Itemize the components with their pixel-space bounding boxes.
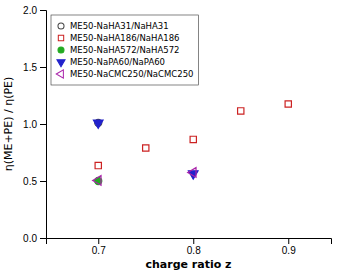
- tick-mark: [40, 10, 46, 11]
- tick-label: 1.0: [23, 119, 37, 130]
- legend-symbol: [58, 23, 64, 29]
- series: [95, 101, 291, 169]
- tick-mark: [40, 181, 46, 182]
- series: [93, 168, 196, 186]
- tick: 0.9: [282, 238, 296, 256]
- plot: 0.7 0.8 0.9 0.0 0.5 1.0 1.5 2.0 ME50-NaHA31/NaHA…: [23, 5, 331, 256]
- point: [143, 145, 149, 151]
- tick-label: 0.5: [23, 176, 37, 187]
- legend-symbol: [58, 35, 63, 40]
- point: [93, 120, 103, 128]
- tick-label: 0.9: [282, 245, 296, 256]
- tick: 0.0: [23, 233, 46, 244]
- legend: ME50-NaHA31/NaHA31 ME50-NaHA186/NaHA186 ME…: [51, 15, 198, 85]
- point: [285, 101, 291, 107]
- points: [93, 101, 292, 185]
- tick-mark: [98, 238, 99, 244]
- tick-mark: [40, 67, 46, 68]
- legend-symbol: [56, 70, 63, 78]
- point: [190, 136, 196, 142]
- legend-symbol: [57, 60, 65, 67]
- tick-label: 0.8: [187, 245, 201, 256]
- point: [188, 168, 196, 178]
- tick: 0.7: [92, 238, 106, 256]
- legend-label: ME50-NaHA186/NaHA186: [70, 33, 179, 43]
- tick-mark: [288, 238, 289, 244]
- tick-mark: [40, 238, 46, 239]
- legend-label: ME50-NaPA60/NaPA60: [70, 57, 165, 67]
- legend-frame: [51, 15, 198, 85]
- y-axis: 0.0 0.5 1.0 1.5 2.0: [23, 5, 46, 244]
- legend-label: ME50-NaHA31/NaHA31: [70, 21, 169, 31]
- tick-mark: [40, 124, 46, 125]
- tick: 0.8: [187, 238, 201, 256]
- tick-mark: [193, 238, 194, 244]
- tick: 0.5: [23, 176, 46, 187]
- legend-symbol: [58, 47, 64, 53]
- tick: 1.5: [23, 62, 46, 73]
- tick: 1.0: [23, 119, 46, 130]
- x-axis: 0.7 0.8 0.9: [47, 238, 332, 256]
- chart: 0.7 0.8 0.9 0.0 0.5 1.0 1.5 2.0 ME50-NaHA31/NaHA…: [0, 0, 345, 274]
- point: [238, 108, 244, 114]
- axis-line: [40, 11, 47, 239]
- x-axis-title: charge ratio z: [145, 258, 231, 271]
- y-axis-title: η(ME+PE) / η(PE): [2, 77, 15, 172]
- tick-label: 0.7: [92, 245, 106, 256]
- tick-label: 2.0: [23, 5, 37, 16]
- point: [93, 176, 101, 186]
- tick-label: 0.0: [23, 233, 37, 244]
- tick-label: 1.5: [23, 62, 37, 73]
- axis-line: [47, 239, 332, 245]
- point: [95, 162, 101, 168]
- legend-label: ME50-NaCMC250/NaCMC250: [70, 69, 193, 79]
- tick: 2.0: [23, 5, 46, 16]
- series: [93, 120, 198, 179]
- legend-label: ME50-NaHA572/NaHA572: [70, 45, 179, 55]
